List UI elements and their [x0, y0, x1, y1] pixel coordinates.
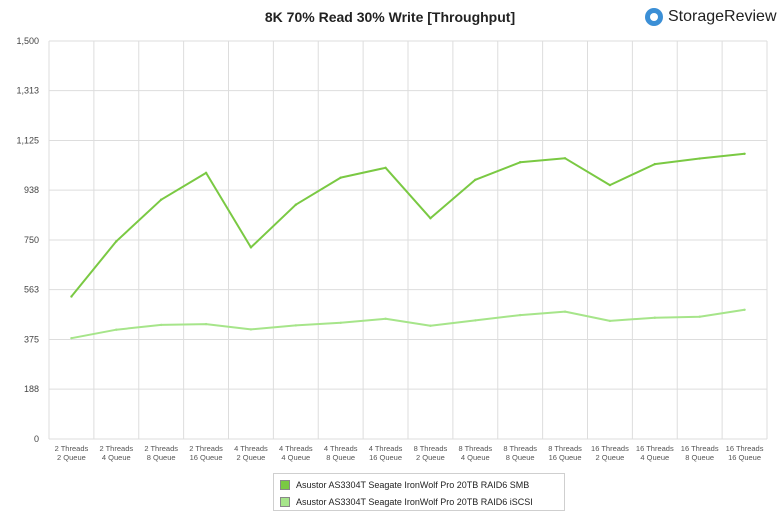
x-axis-ticks: 2 Threads 2 Queue 2 Threads 4 Queue 2 Thread…: [55, 444, 764, 462]
legend-swatch-smb: [280, 479, 290, 490]
x-tick-label: 16 Threads 8 Queue: [681, 444, 719, 462]
y-tick-label: 188: [24, 384, 39, 394]
data-point-iscsi: [429, 324, 432, 327]
data-point-smb: [115, 240, 118, 243]
x-tick-label: 4 Threads 4 Queue: [279, 444, 313, 462]
data-point-iscsi: [249, 328, 253, 331]
data-point-iscsi: [384, 317, 387, 321]
data-point-iscsi: [70, 336, 73, 340]
data-point-iscsi: [698, 315, 701, 318]
legend-label-iscsi: Asustor AS3304T Seagate IronWolf Pro 20T…: [296, 496, 533, 507]
y-tick-label: 1,313: [16, 86, 39, 96]
data-point-smb: [339, 176, 342, 179]
data-point-smb: [608, 183, 612, 187]
chart-title: 8K 70% Read 30% Write [Throughput]: [264, 9, 516, 25]
data-point-smb: [743, 152, 746, 155]
y-tick-label: 938: [24, 185, 39, 195]
data-point-smb: [204, 171, 208, 175]
data-point-smb: [563, 157, 567, 160]
data-point-iscsi: [204, 322, 208, 326]
data-point-iscsi: [563, 310, 567, 313]
x-tick-label: 4 Threads 16 Queue: [369, 444, 403, 462]
x-tick-label: 8 Threads 4 Queue: [458, 444, 492, 462]
x-tick-label: 16 Threads 2 Queue: [591, 444, 629, 462]
data-point-smb: [474, 178, 477, 181]
series-line-smb: [70, 152, 745, 298]
data-point-smb: [384, 166, 387, 170]
x-tick-label: 8 Threads 2 Queue: [414, 444, 448, 462]
brand-name: StorageReview: [668, 8, 777, 25]
x-tick-label: 2 Threads 16 Queue: [189, 444, 223, 462]
brand-logo: StorageReview: [645, 8, 777, 26]
y-tick-label: 375: [24, 335, 39, 345]
x-tick-label: 4 Threads 2 Queue: [234, 444, 268, 462]
x-tick-label: 2 Threads 2 Queue: [55, 444, 89, 462]
data-point-smb: [159, 198, 163, 201]
x-tick-label: 2 Threads 4 Queue: [99, 444, 133, 462]
legend-item-smb: Asustor AS3304T Seagate IronWolf Pro 20T…: [280, 476, 558, 493]
chart-grid: [48, 40, 768, 440]
y-tick-label: 1,125: [16, 136, 39, 146]
series-line-iscsi: [71, 308, 745, 340]
x-tick-label: 16 Threads 16 Queue: [726, 444, 764, 462]
data-point-smb: [249, 246, 253, 249]
x-tick-label: 4 Threads 8 Queue: [324, 444, 358, 462]
data-point-iscsi: [608, 319, 612, 323]
x-tick-label: 16 Threads 4 Queue: [636, 444, 674, 462]
data-point-iscsi: [653, 316, 657, 319]
data-point-iscsi: [159, 323, 163, 327]
y-tick-label: 1,500: [16, 36, 39, 46]
y-tick-label: 0: [34, 434, 39, 444]
data-point-iscsi: [474, 319, 477, 322]
series-lines: [70, 152, 746, 340]
y-tick-label: 563: [24, 285, 39, 295]
storagereview-logo-icon: [645, 8, 663, 26]
x-tick-label: 8 Threads 16 Queue: [548, 444, 582, 462]
data-point-smb: [653, 162, 657, 166]
y-axis-ticks: 1,500 1,313 1,125 938 750 563 375 188 0: [16, 36, 39, 444]
data-point-iscsi: [743, 308, 746, 311]
data-point-smb: [518, 161, 522, 164]
legend-label-smb: Asustor AS3304T Seagate IronWolf Pro 20T…: [296, 479, 530, 490]
x-tick-label: 8 Threads 8 Queue: [503, 444, 537, 462]
legend-swatch-iscsi: [280, 496, 290, 507]
data-point-iscsi: [115, 328, 118, 331]
data-point-iscsi: [518, 313, 522, 317]
x-tick-label: 2 Threads 8 Queue: [144, 444, 178, 462]
data-point-smb: [70, 295, 73, 298]
data-point-smb: [698, 157, 701, 160]
data-point-smb: [294, 203, 298, 206]
legend-item-iscsi: Asustor AS3304T Seagate IronWolf Pro 20T…: [280, 493, 558, 510]
data-point-iscsi: [339, 321, 342, 324]
data-point-smb: [429, 217, 432, 220]
data-point-iscsi: [294, 324, 298, 327]
chart-legend: Asustor AS3304T Seagate IronWolf Pro 20T…: [273, 473, 565, 511]
y-tick-label: 750: [24, 235, 39, 245]
